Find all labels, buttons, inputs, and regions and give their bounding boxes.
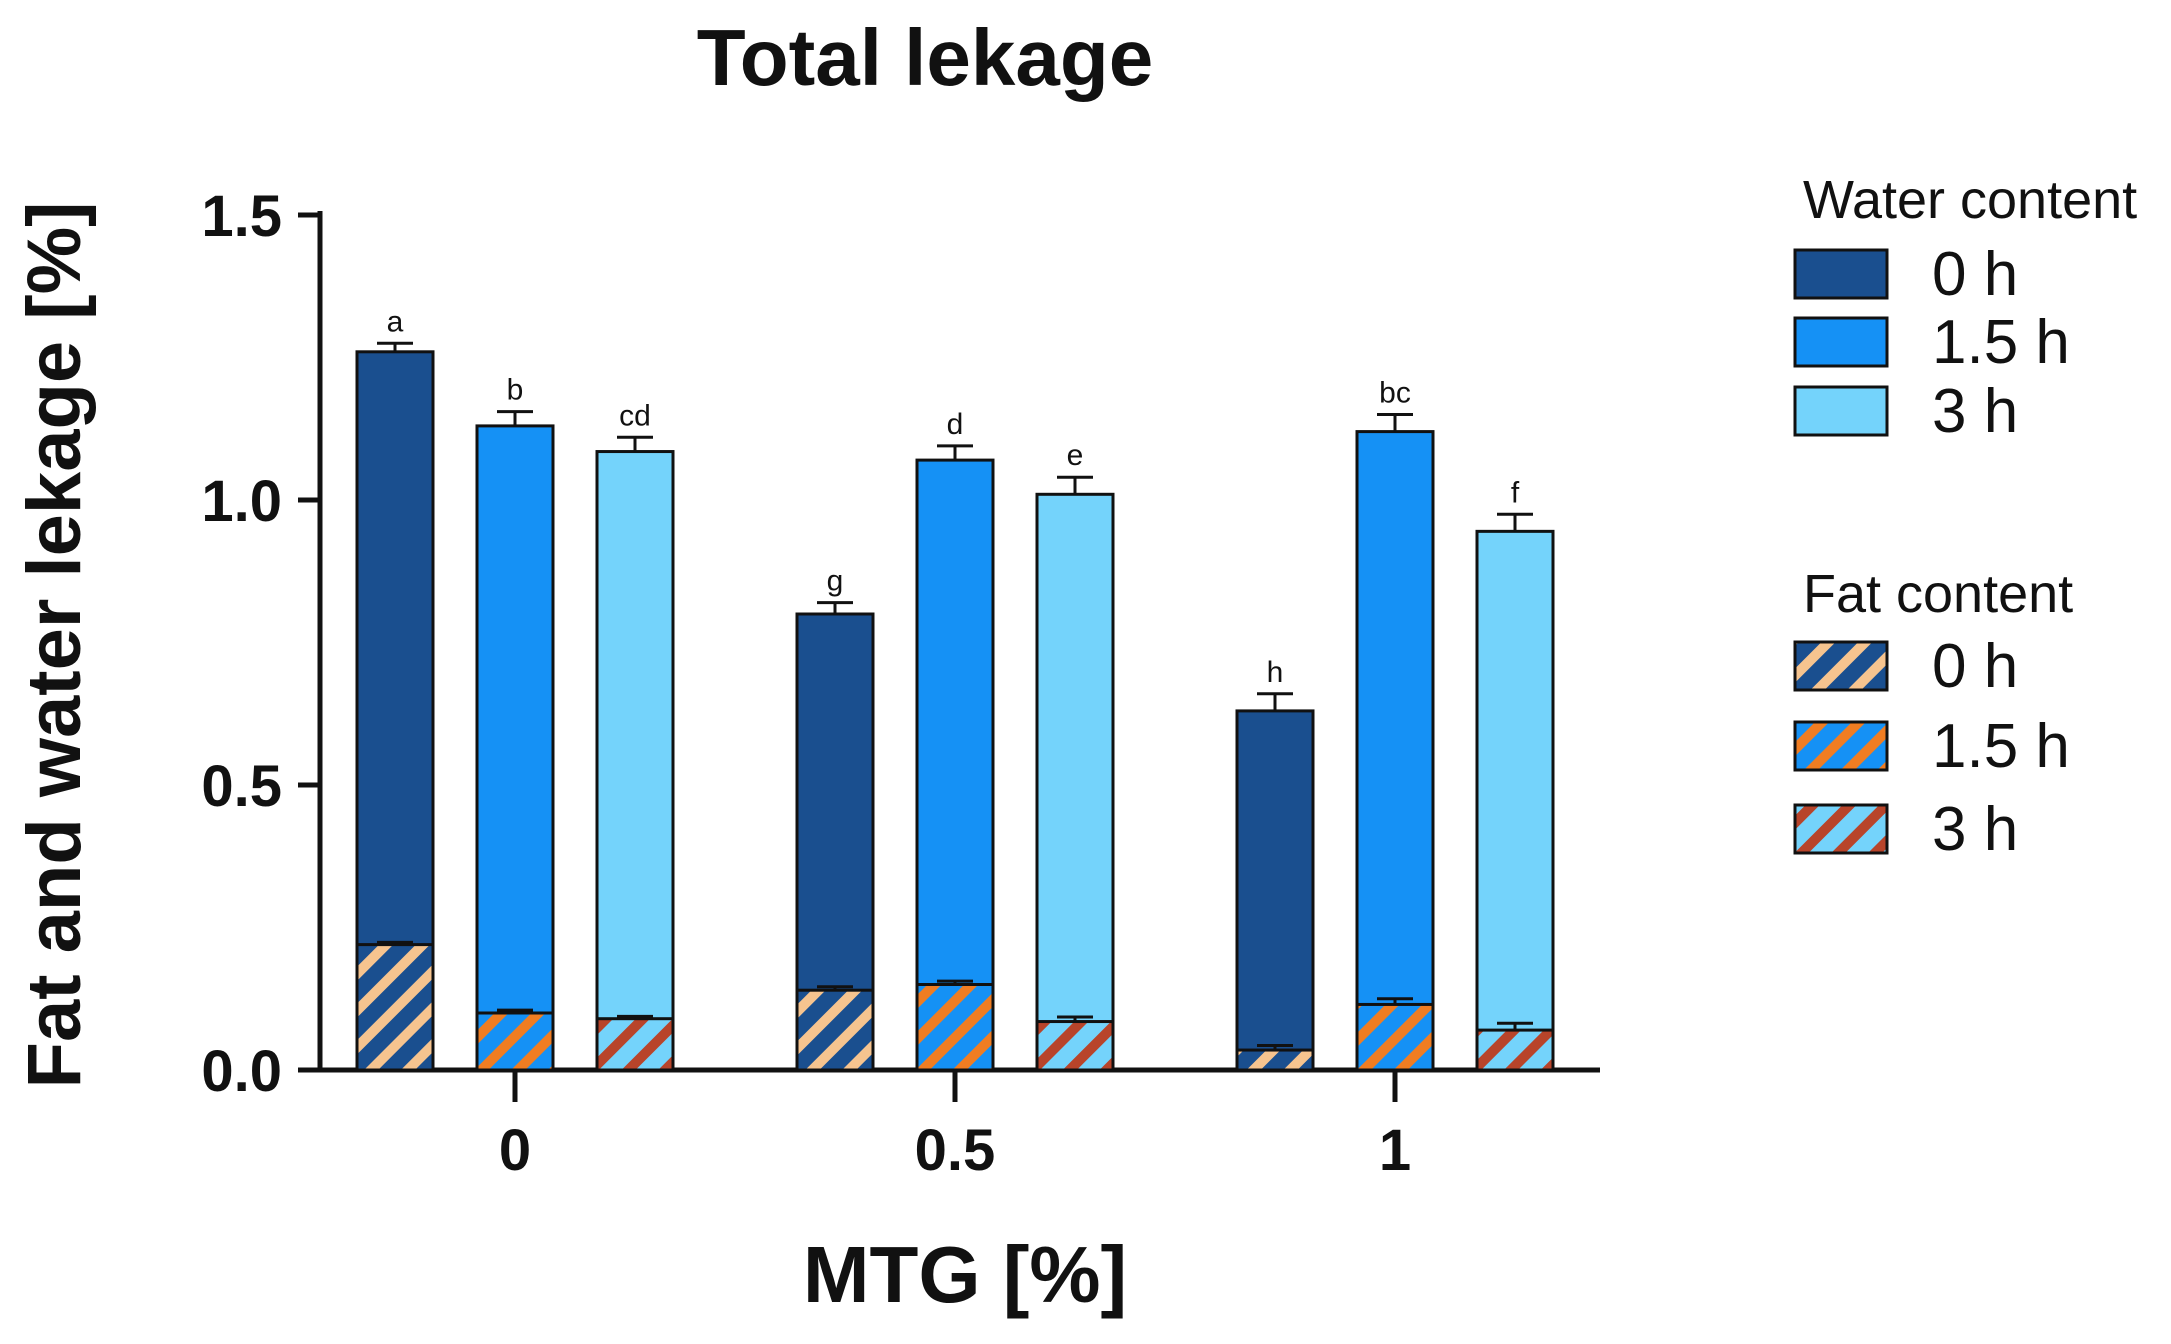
legend-water-swatch bbox=[1793, 385, 1889, 437]
significance-letter: d bbox=[947, 408, 964, 441]
fat-bar bbox=[1035, 1020, 1115, 1072]
fat-bar bbox=[795, 988, 875, 1072]
significance-letter: b bbox=[507, 374, 524, 407]
fat-bar bbox=[1235, 1048, 1315, 1072]
water-bar bbox=[475, 424, 555, 1072]
significance-letter: e bbox=[1067, 439, 1084, 472]
significance-letter: bc bbox=[1379, 377, 1411, 410]
legend-water-label: 0 h bbox=[1932, 240, 2018, 309]
chart-title: Total lekage bbox=[697, 13, 1153, 102]
y-tick-label: 0.5 bbox=[201, 754, 282, 819]
legend-water-title: Water content bbox=[1803, 170, 2137, 230]
y-tick-label: 1.5 bbox=[201, 184, 282, 249]
legend-fat-label: 1.5 h bbox=[1932, 712, 2070, 781]
x-tick-label: 0.5 bbox=[915, 1118, 996, 1183]
x-axis-label: MTG [%] bbox=[803, 1230, 1127, 1319]
water-bar bbox=[915, 458, 995, 1072]
legend-water-label: 1.5 h bbox=[1932, 308, 2070, 377]
legend-water-swatch bbox=[1793, 316, 1889, 368]
bars: a b cd g d e h bc f bbox=[355, 305, 1555, 1072]
legend-fat-swatch bbox=[1793, 640, 1889, 692]
legend: Water content Fat content 0 h0 h1.5 h1.5… bbox=[1793, 170, 2137, 864]
water-bar bbox=[1355, 430, 1435, 1072]
water-bar bbox=[1035, 492, 1115, 1072]
legend-water-swatch bbox=[1793, 248, 1889, 300]
fat-bar bbox=[595, 1017, 675, 1072]
x-tick-label: 1 bbox=[1379, 1118, 1411, 1183]
significance-letter: h bbox=[1267, 656, 1284, 689]
x-tick-label: 0 bbox=[499, 1118, 531, 1183]
significance-letter: f bbox=[1511, 476, 1520, 509]
legend-fat-label: 3 h bbox=[1932, 795, 2018, 864]
significance-letter: cd bbox=[619, 399, 651, 432]
significance-letter: g bbox=[827, 565, 844, 598]
y-axis-label: Fat and water lekage [%] bbox=[12, 202, 97, 1089]
legend-fat-label: 0 h bbox=[1932, 632, 2018, 701]
significance-letter: a bbox=[387, 305, 404, 338]
water-bar bbox=[595, 450, 675, 1072]
legend-water-label: 3 h bbox=[1932, 377, 2018, 446]
legend-fat-swatch bbox=[1793, 720, 1889, 772]
fat-bar bbox=[1355, 1002, 1435, 1072]
fat-bar bbox=[1475, 1028, 1555, 1072]
water-bar bbox=[1235, 709, 1315, 1072]
fat-bar bbox=[475, 1011, 555, 1072]
y-tick-label: 0.0 bbox=[201, 1039, 282, 1104]
fat-bar bbox=[915, 983, 995, 1072]
legend-fat-swatch bbox=[1793, 803, 1889, 855]
water-bar bbox=[1475, 529, 1555, 1072]
legend-fat-title: Fat content bbox=[1803, 564, 2073, 624]
fat-bar bbox=[355, 943, 435, 1072]
y-tick-label: 1.0 bbox=[201, 469, 282, 534]
